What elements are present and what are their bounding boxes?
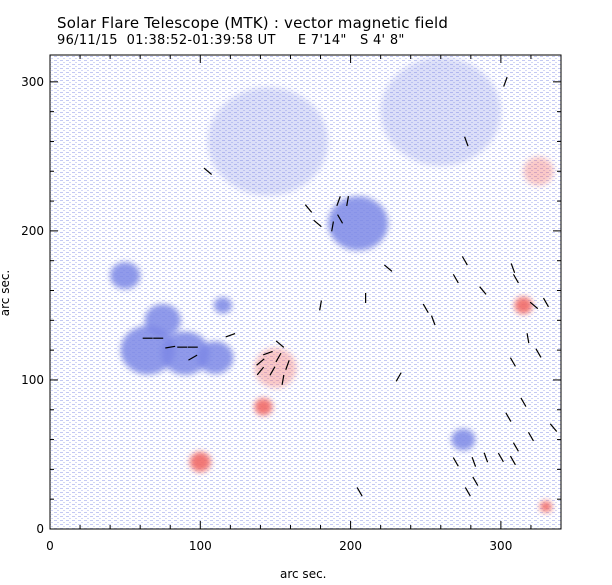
transverse-field-vector bbox=[263, 350, 273, 356]
transverse-field-vector bbox=[497, 452, 504, 463]
transverse-field-vector bbox=[337, 214, 344, 224]
plot-frame bbox=[49, 54, 562, 530]
transverse-field-vector bbox=[479, 286, 487, 295]
transverse-field-vector bbox=[472, 476, 479, 486]
transverse-field-vector bbox=[422, 303, 429, 314]
x-tick-label: 200 bbox=[339, 539, 362, 553]
y-tick-label: 300 bbox=[21, 75, 44, 89]
negative-polarity-region bbox=[120, 325, 175, 375]
positive-polarity-region bbox=[539, 500, 552, 513]
transverse-field-vector bbox=[461, 256, 468, 266]
transverse-field-vector bbox=[509, 455, 516, 466]
transverse-field-vector bbox=[430, 315, 436, 326]
transverse-field-vector bbox=[483, 452, 489, 463]
transverse-field-vector bbox=[395, 372, 402, 382]
transverse-field-vector bbox=[452, 273, 459, 284]
positive-polarity-region bbox=[254, 348, 297, 389]
transverse-field-vector bbox=[464, 487, 471, 497]
transverse-field-vector bbox=[203, 167, 213, 175]
transverse-field-vector bbox=[529, 301, 539, 310]
transverse-field-vector bbox=[356, 487, 363, 497]
positive-polarity-region bbox=[514, 296, 533, 314]
transverse-field-vector bbox=[269, 366, 276, 376]
transverse-field-vector bbox=[188, 354, 198, 361]
positive-polarity-region bbox=[523, 156, 554, 186]
transverse-field-vector bbox=[313, 219, 322, 228]
negative-polarity-region bbox=[451, 428, 476, 451]
positive-polarity-region bbox=[254, 398, 273, 416]
transverse-field-vector bbox=[452, 457, 459, 467]
negative-polarity-region bbox=[197, 341, 234, 374]
transverse-field-vector bbox=[510, 263, 516, 274]
negative-polarity-region bbox=[213, 297, 232, 314]
x-tick-label: 0 bbox=[46, 539, 54, 553]
x-tick-label: 300 bbox=[489, 539, 512, 553]
negative-polarity-region bbox=[110, 262, 141, 290]
transverse-field-vector bbox=[336, 196, 341, 206]
transverse-field-vector bbox=[165, 345, 176, 349]
transverse-field-vector bbox=[319, 300, 322, 311]
transverse-field-vector bbox=[275, 340, 285, 348]
transverse-field-vector bbox=[383, 264, 393, 272]
transverse-field-vector bbox=[464, 136, 469, 147]
y-tick-label: 0 bbox=[36, 522, 44, 536]
transverse-field-vector bbox=[503, 76, 508, 87]
transverse-field-vector bbox=[527, 431, 534, 442]
transverse-field-vector bbox=[275, 352, 282, 363]
positive-polarity-region bbox=[189, 451, 211, 472]
transverse-field-vector bbox=[535, 348, 542, 358]
transverse-field-vector bbox=[542, 297, 549, 308]
y-tick-label: 100 bbox=[21, 373, 44, 387]
y-axis-label: arc sec. bbox=[0, 269, 13, 317]
transverse-field-vector bbox=[471, 457, 477, 467]
transverse-field-vector bbox=[225, 332, 236, 338]
transverse-field-vector bbox=[304, 204, 313, 213]
transverse-field-vector bbox=[505, 412, 512, 422]
plot-area bbox=[50, 55, 561, 529]
transverse-field-vector bbox=[549, 423, 558, 432]
transverse-field-vector bbox=[285, 360, 290, 370]
negative-polarity-region bbox=[380, 57, 501, 166]
plot-subtitle: 96/11/15 01:38:52-01:39:58 UT E 7'14" S … bbox=[57, 33, 405, 48]
transverse-field-vector bbox=[256, 366, 265, 376]
y-tick-label: 200 bbox=[21, 224, 44, 238]
transverse-field-vector bbox=[281, 374, 285, 385]
transverse-field-vector bbox=[512, 442, 519, 452]
transverse-field-vector bbox=[331, 221, 335, 232]
transverse-field-vector bbox=[520, 397, 527, 407]
transverse-field-vector bbox=[526, 333, 530, 344]
transverse-field-vector bbox=[256, 358, 265, 366]
transverse-field-vector bbox=[512, 273, 519, 284]
axis-ticks: 0 100 200 300 0 100 200 300 bbox=[21, 55, 562, 553]
x-axis-label: arc sec. bbox=[280, 567, 327, 581]
transverse-field-vector bbox=[509, 357, 516, 367]
x-tick-label: 100 bbox=[189, 539, 212, 553]
negative-polarity-region bbox=[328, 196, 389, 251]
negative-polarity-region bbox=[207, 87, 329, 196]
plot-title: Solar Flare Telescope (MTK) : vector mag… bbox=[57, 14, 449, 32]
vector-layer bbox=[142, 76, 558, 497]
positive-field-layer bbox=[189, 156, 554, 513]
transverse-field-vector bbox=[346, 196, 350, 207]
